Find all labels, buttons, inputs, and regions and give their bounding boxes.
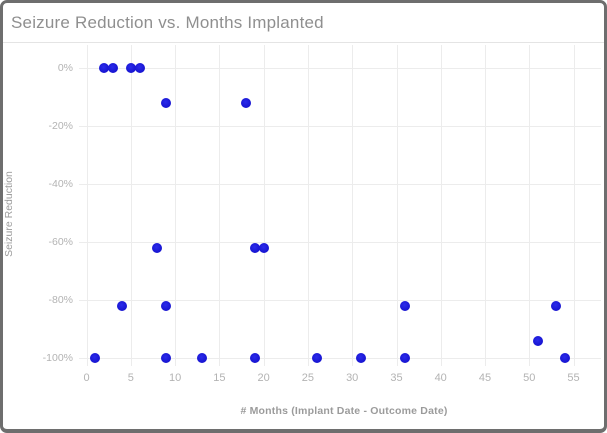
x-tick-label: 45 (478, 372, 492, 384)
x-tick-label: 20 (257, 372, 270, 384)
y-gridline (79, 184, 601, 186)
scatter-point[interactable] (400, 300, 411, 311)
x-tick-label: 15 (213, 372, 226, 384)
scatter-point[interactable] (240, 98, 251, 108)
x-tick-label: 10 (168, 372, 182, 384)
scatter-point[interactable] (134, 63, 145, 74)
scatter-point[interactable] (161, 300, 172, 311)
plot-area[interactable]: 0 5 10 15 20 25 30 35 40 45 50 55 0% -20% -40% -60% -80%… (3, 3, 604, 429)
scatter-point[interactable] (161, 353, 172, 363)
x-gridline (396, 45, 398, 366)
x-gridline (130, 45, 132, 366)
scatter-point[interactable] (116, 300, 127, 311)
scatter-point[interactable] (400, 353, 411, 363)
scatter-point[interactable] (152, 242, 163, 253)
scatter-point[interactable] (125, 63, 136, 74)
x-gridline (219, 45, 221, 366)
x-gridline (86, 45, 88, 366)
x-tick-label: 5 (127, 372, 134, 384)
scatter-point[interactable] (108, 63, 119, 74)
x-gridline (440, 45, 442, 366)
chart-title: Seizure Reduction vs. Months Implanted (11, 13, 324, 32)
scatter-point[interactable] (161, 98, 172, 108)
y-axis-title: Seizure Reduction (3, 171, 15, 257)
y-tick-label: -80% (48, 294, 73, 307)
x-gridline (307, 45, 309, 366)
x-gridline (175, 45, 177, 366)
x-tick-label: 25 (301, 372, 315, 384)
x-gridline (529, 45, 531, 366)
scatter-point[interactable] (249, 353, 260, 363)
title-divider (3, 42, 604, 43)
x-tick-label: 30 (346, 372, 359, 384)
y-gridline (79, 126, 601, 128)
scatter-point[interactable] (258, 242, 269, 253)
y-tick-label: 0% (57, 62, 73, 75)
x-tick-label: 50 (523, 372, 536, 384)
y-tick-label: -20% (48, 120, 73, 133)
x-gridline (573, 45, 575, 366)
x-gridline (263, 45, 265, 366)
scatter-point[interactable] (311, 353, 322, 363)
scatter-point[interactable] (196, 353, 207, 363)
x-tick-label: 0 (83, 372, 90, 384)
scatter-point[interactable] (356, 353, 366, 363)
y-tick-label: -40% (48, 178, 73, 191)
x-gridline (352, 45, 354, 366)
scatter-point[interactable] (559, 353, 570, 363)
y-gridline (79, 242, 601, 244)
scatter-point[interactable] (99, 63, 110, 74)
x-tick-label: 55 (567, 372, 580, 384)
y-gridline (79, 68, 601, 70)
x-tick-label: 35 (390, 372, 403, 384)
scatter-point[interactable] (90, 353, 101, 363)
scatter-point[interactable] (550, 300, 561, 311)
scatter-point[interactable] (249, 242, 260, 253)
y-tick-label: -60% (48, 236, 73, 249)
y-gridline (79, 358, 601, 359)
x-tick-label: 40 (434, 372, 447, 384)
x-gridline (485, 45, 486, 366)
y-gridline (79, 300, 601, 302)
scatter-point[interactable] (533, 335, 544, 346)
y-tick-label: -100% (42, 352, 73, 364)
x-axis-title: # Months (Implant Date - Outcome Date) (240, 405, 448, 417)
